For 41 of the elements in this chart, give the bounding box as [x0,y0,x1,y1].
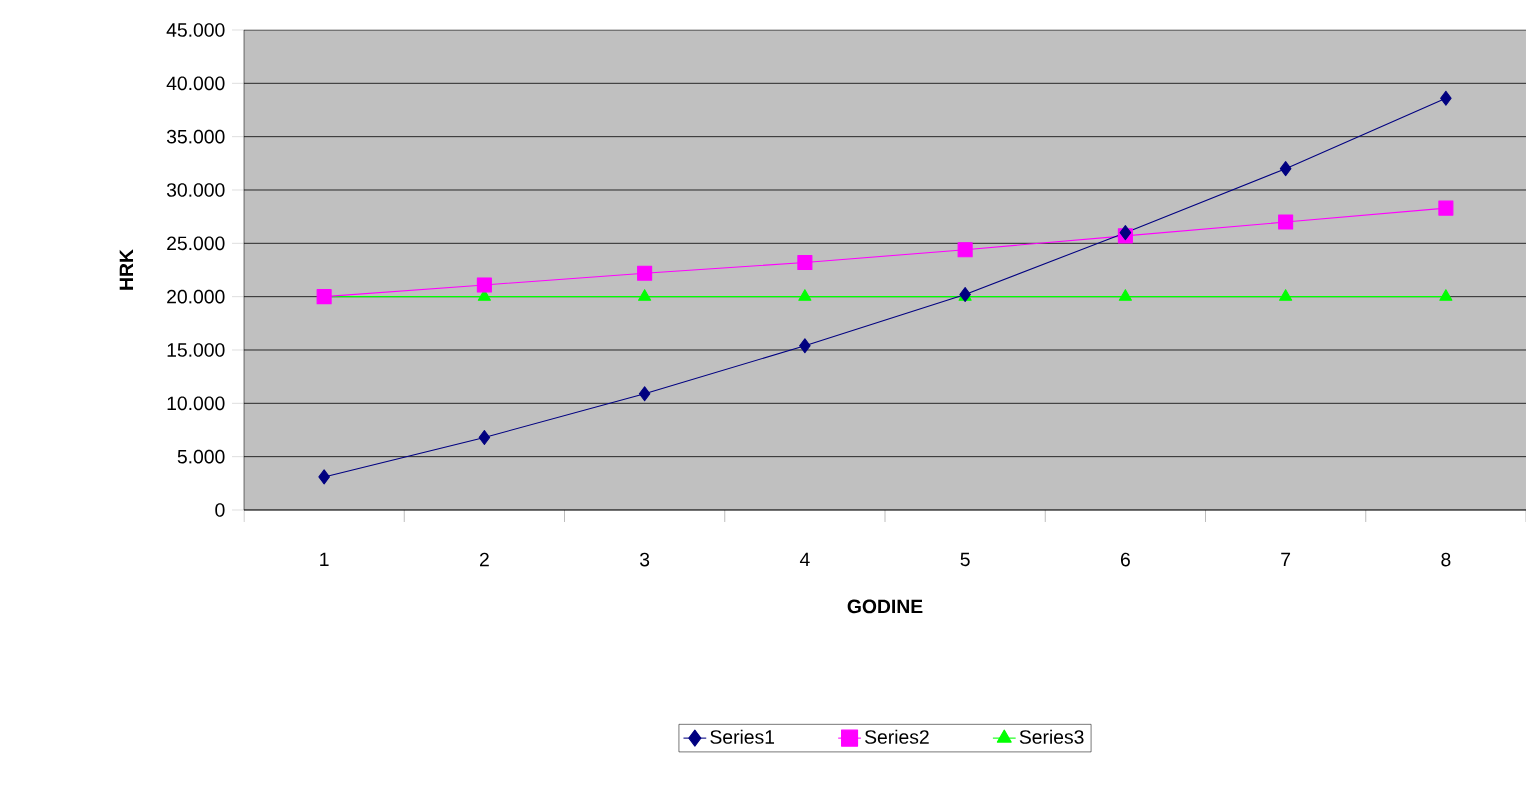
point [1278,214,1294,230]
legend-label: Series3 [1019,729,1084,744]
legend-label: Series2 [865,729,929,744]
y-tick-label: 30.000 [166,183,225,197]
x-tick-label: 7 [1281,552,1291,566]
y-tick-label: 35.000 [166,129,225,144]
point [957,242,973,258]
point [316,289,332,305]
point [638,289,652,301]
x-tick-label: 5 [960,552,970,567]
y-tick-label: 0 [215,503,225,517]
point [798,289,812,301]
y-tick-label: 5.000 [177,449,225,464]
point [797,254,813,271]
point [1118,289,1132,301]
x-axis-title: GODINE [847,599,923,614]
y-tick-label: 10.000 [167,396,225,411]
point [476,277,492,293]
point [1279,161,1292,177]
y-tick-label: 45.000 [166,23,225,37]
x-tick-label: 3 [639,552,650,567]
x-tick-label: 8 [1441,552,1451,567]
point [799,338,811,354]
point [318,469,330,485]
point [1438,200,1454,216]
point [637,265,653,281]
point [1440,90,1452,106]
x-tick-label: 1 [320,552,329,566]
point [478,429,491,445]
x-tick-label: 6 [1120,552,1130,567]
x-tick-label: 2 [479,552,489,567]
legend-label: Series1 [710,729,775,744]
point [1439,289,1453,301]
point [638,386,651,402]
point [1279,289,1293,301]
y-tick-label: 20.000 [167,289,225,304]
y-tick-label: 25.000 [167,236,225,251]
y-tick-label: 40.000 [166,76,225,91]
y-tick-label: 15.000 [167,343,225,357]
y-axis-title: HRK [119,249,134,290]
x-tick-label: 4 [799,552,810,566]
